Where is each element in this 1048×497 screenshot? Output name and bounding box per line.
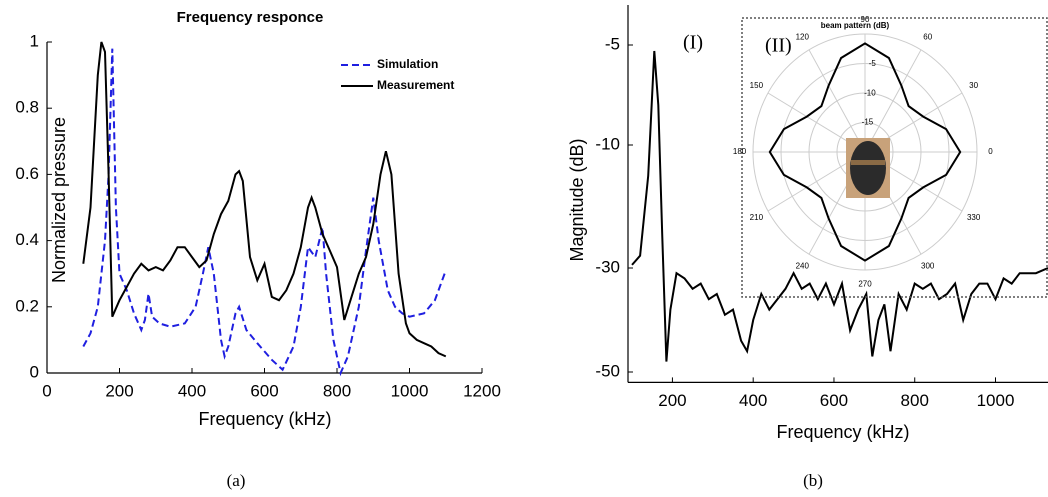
y-tick-label: 1 (30, 31, 39, 50)
theta-tick-label: 330 (967, 213, 981, 222)
line-series (82, 48, 447, 377)
x-tick-label: 800 (323, 381, 351, 400)
legend-box (336, 54, 473, 98)
y-tick-label: 0.8 (15, 98, 39, 117)
x-tick-label: 200 (658, 391, 686, 410)
caption: (a) (227, 471, 246, 490)
theta-tick-label: 120 (796, 33, 810, 42)
y-tick-label: -10 (595, 134, 620, 153)
theta-tick-label: 240 (796, 262, 810, 271)
theta-tick-label: 150 (750, 81, 764, 90)
polar-spoke (864, 49, 922, 153)
chart-title: Frequency responce (177, 9, 324, 26)
legend-label: Measurement (377, 78, 454, 92)
caption: (b) (803, 471, 823, 490)
y-axis-label: Normalized pressure (49, 117, 69, 283)
y-axis-label: Magnitude (dB) (567, 138, 587, 261)
x-axis-label: Frequency (kHz) (198, 409, 331, 429)
theta-tick-label: 90 (861, 15, 870, 24)
r-tick-label: -15 (862, 118, 874, 127)
theta-tick-label: 180 (733, 147, 747, 156)
line-series (82, 41, 447, 358)
x-tick-label: 0 (42, 381, 51, 400)
x-tick-label: 1000 (391, 381, 429, 400)
transducer-photo (846, 138, 890, 198)
annotation: (I) (683, 32, 703, 54)
x-axis-label: Frequency (kHz) (776, 422, 909, 442)
theta-tick-label: 210 (750, 213, 764, 222)
theta-tick-label: 300 (921, 262, 935, 271)
x-tick-label: 1200 (463, 381, 501, 400)
annotation: (II) (765, 35, 792, 57)
x-tick-label: 600 (250, 381, 278, 400)
polar-line (768, 42, 962, 262)
polar-title: beam pattern (dB) (821, 21, 890, 30)
r-tick-label: -5 (869, 59, 877, 68)
legend-label: Simulation (377, 57, 438, 71)
x-tick-label: 1000 (977, 391, 1015, 410)
y-tick-label: 0.6 (15, 164, 39, 183)
x-tick-label: 800 (901, 391, 929, 410)
x-tick-label: 600 (820, 391, 848, 410)
theta-tick-label: 0 (988, 147, 993, 156)
theta-tick-label: 30 (969, 81, 978, 90)
theta-tick-label: 270 (858, 279, 872, 288)
r-tick-label: -10 (864, 88, 876, 97)
y-tick-label: -50 (595, 361, 620, 380)
y-tick-label: 0 (30, 362, 39, 381)
y-tick-label: -5 (605, 34, 620, 53)
x-tick-label: 200 (105, 381, 133, 400)
y-tick-label: 0.2 (15, 296, 39, 315)
x-tick-label: 400 (739, 391, 767, 410)
theta-tick-label: 60 (923, 33, 932, 42)
y-tick-label: 0.4 (15, 230, 39, 249)
y-tick-label: -30 (595, 257, 620, 276)
line-series (631, 50, 1048, 362)
polar-spoke (808, 49, 866, 153)
inset-frame (741, 17, 1048, 298)
x-tick-label: 400 (178, 381, 206, 400)
